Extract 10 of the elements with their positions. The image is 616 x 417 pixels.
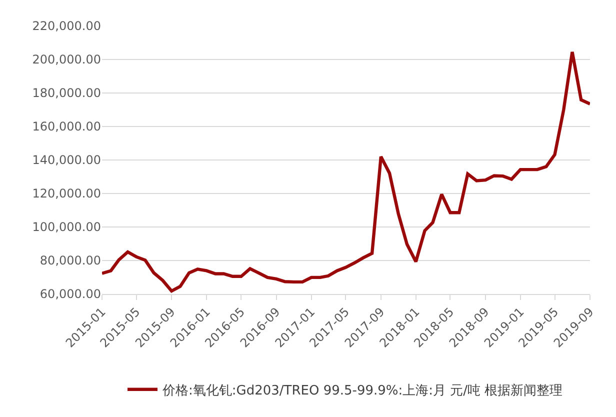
y-tick-label: 160,000.00 (32, 120, 101, 134)
y-tick-label: 120,000.00 (32, 186, 101, 201)
y-tick-label: 200,000.00 (32, 52, 101, 67)
y-tick-label: 80,000.00 (40, 254, 101, 268)
y-tick-label: 140,000.00 (32, 153, 101, 168)
legend-label: 价格:氧化钆:Gd203/TREO 99.5-99.9%:上海:月 元/吨 根据新闻整理 (162, 383, 563, 398)
y-tick-label: 220,000.00 (32, 19, 101, 34)
y-tick-label: 100,000.00 (32, 220, 101, 234)
y-tick-label: 180,000.00 (32, 86, 101, 100)
y-tick-label: 60,000.00 (40, 287, 101, 302)
